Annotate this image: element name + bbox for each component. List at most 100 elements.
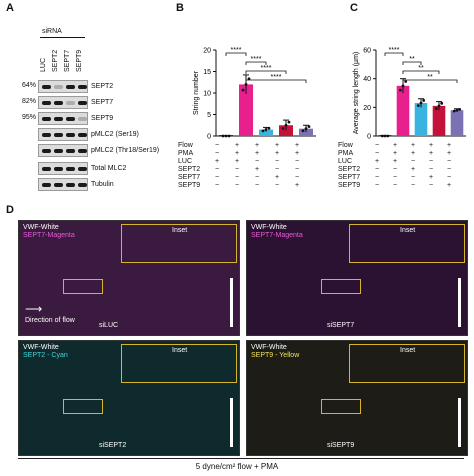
blot-band (54, 101, 63, 105)
significance-label: ** (409, 56, 415, 63)
y-tick-label: 5 (207, 112, 211, 119)
condition-row-label: SEPT2 (178, 166, 201, 173)
blot-band (42, 183, 51, 187)
condition-mark: − (215, 142, 220, 149)
inset-box: Inset (121, 344, 237, 384)
condition-mark: − (275, 158, 280, 165)
condition-mark: + (235, 142, 240, 149)
blot-band (66, 167, 75, 171)
condition-mark: − (375, 150, 380, 157)
micrograph: VWF-White SEPT9 - Yellow siSEPT9 Inset (246, 340, 468, 456)
blot-band (42, 133, 51, 137)
condition-mark: − (411, 158, 416, 165)
condition-mark: + (447, 142, 452, 149)
significance-bracket (384, 52, 404, 56)
condition-mark: − (295, 174, 300, 181)
scale-bar (230, 278, 233, 327)
blot-band (78, 117, 87, 121)
data-point (386, 134, 390, 138)
roi-box (63, 279, 104, 295)
blot-band (54, 133, 63, 137)
channel-label-vwf: VWF-White (251, 224, 287, 231)
condition-label: siSEPT2 (99, 442, 127, 449)
scale-bar (230, 398, 233, 447)
y-tick-label: 0 (207, 134, 211, 141)
condition-row-label: SEPT7 (178, 174, 201, 181)
condition-mark: − (375, 174, 380, 181)
condition-mark: − (275, 166, 280, 173)
condition-mark: + (275, 150, 280, 157)
inset-box: Inset (121, 224, 237, 264)
condition-mark: − (375, 166, 380, 173)
lane-label: SEPT7 (64, 49, 71, 72)
condition-row-label: SEPT9 (338, 182, 361, 189)
lane-label: LUC (40, 57, 47, 72)
condition-mark: − (255, 182, 260, 189)
condition-mark: − (393, 166, 398, 173)
roi-box (321, 399, 362, 415)
condition-mark: + (411, 150, 416, 157)
blot-strip (38, 80, 88, 93)
significance-label: **** (231, 47, 242, 54)
blot-band (66, 117, 75, 121)
condition-mark: + (393, 142, 398, 149)
significance-label: ** (418, 65, 424, 72)
data-point (284, 123, 288, 127)
condition-row-label: SEPT2 (338, 166, 361, 173)
blot-band (42, 101, 51, 105)
data-point (281, 126, 285, 130)
significance-bracket (245, 61, 267, 65)
y-tick-label: 60 (363, 48, 371, 55)
significance-label: **** (251, 56, 262, 63)
condition-mark: − (275, 182, 280, 189)
lane-label: SEPT9 (76, 49, 83, 72)
knockdown-percent: 64% (21, 82, 36, 89)
condition-mark: − (295, 158, 300, 165)
blot-band (54, 85, 63, 89)
caption-rule (18, 458, 464, 459)
condition-mark: + (393, 158, 398, 165)
condition-mark: + (255, 150, 260, 157)
data-point (419, 101, 423, 105)
significance-label: **** (389, 47, 400, 54)
significance-bracket (225, 52, 247, 56)
condition-label: siLUC (99, 322, 119, 329)
bar (396, 85, 410, 136)
condition-mark: − (429, 166, 434, 173)
condition-mark: − (255, 158, 260, 165)
panel-label-d: D (6, 204, 14, 216)
roi-box (321, 279, 362, 295)
condition-mark: − (215, 150, 220, 157)
data-point (422, 99, 426, 102)
channel-label-septin: SEPT7-Magenta (23, 232, 75, 239)
blot-band (42, 149, 51, 153)
condition-mark: − (215, 182, 220, 189)
blot-band (66, 101, 75, 105)
condition-mark: − (295, 166, 300, 173)
roi-box (63, 399, 104, 415)
blot-band (42, 167, 51, 171)
condition-mark: + (295, 182, 300, 189)
significance-bracket (402, 61, 422, 65)
blot-strip (38, 96, 88, 109)
data-point (416, 104, 420, 108)
string-number-chart: 0 5 10 15 20 String number **** **** **** **** (193, 47, 316, 141)
significance-label: **** (271, 74, 282, 81)
condition-mark: + (215, 158, 220, 165)
condition-row-label: SEPT7 (338, 174, 361, 181)
condition-mark: + (235, 158, 240, 165)
panel-label-b: B (176, 2, 184, 14)
condition-mark: − (215, 166, 220, 173)
data-point (455, 108, 459, 112)
data-point (437, 104, 441, 108)
bar (279, 125, 293, 136)
sirna-label: siRNA (42, 28, 62, 35)
channel-label-septin: SEPT2 - Cyan (23, 352, 68, 359)
micrograph: VWF-White SEPT7-Magenta siSEPT7 Inset (246, 220, 468, 336)
lane-label: SEPT2 (52, 49, 59, 72)
condition-mark: + (235, 150, 240, 157)
data-point (301, 129, 305, 133)
blot-band (78, 183, 87, 187)
